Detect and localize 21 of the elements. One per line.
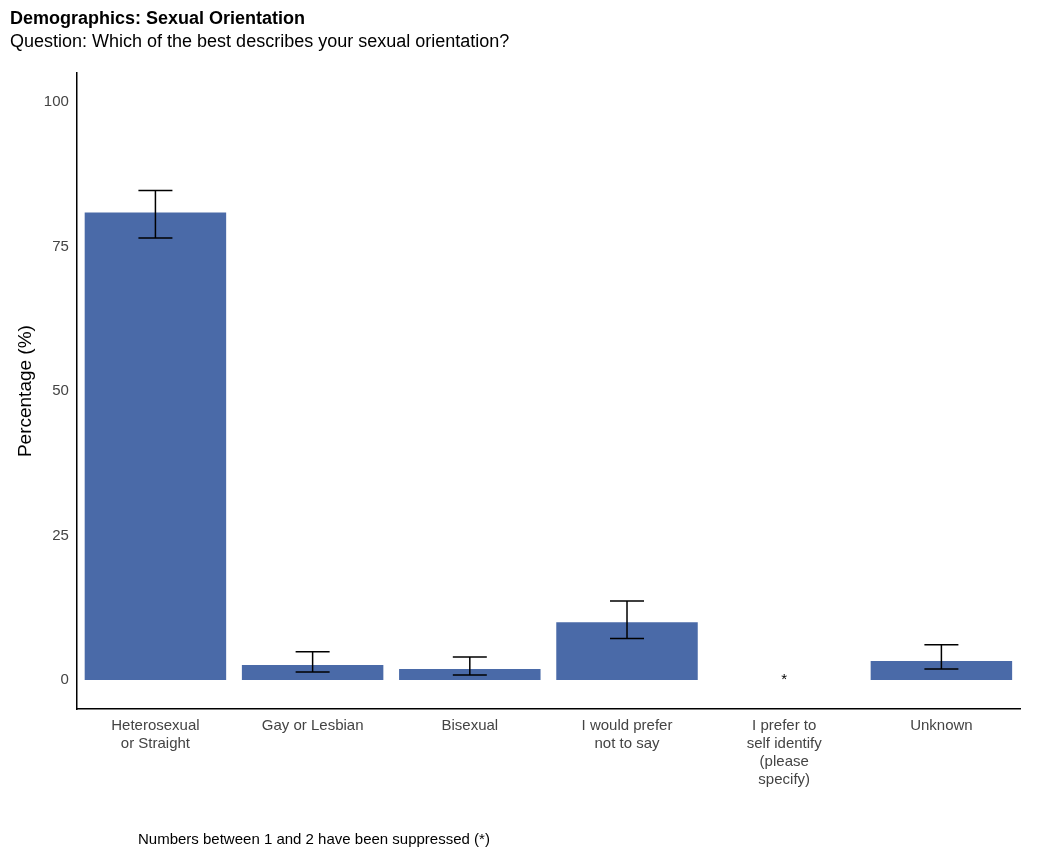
- bar: [870, 661, 1013, 681]
- bar: [84, 212, 227, 681]
- y-tick-label: 100: [43, 92, 69, 110]
- x-tick-label: Heterosexual or Straight: [111, 716, 200, 752]
- chart-title: Demographics: Sexual Orientation: [10, 7, 306, 28]
- y-tick-label: 0: [60, 670, 69, 688]
- x-tick-label: Bisexual: [441, 716, 499, 734]
- chart-subtitle: Question: Which of the best describes your sexual orientation?: [10, 31, 510, 52]
- x-tick-label: I would prefer not to say: [581, 716, 673, 752]
- y-axis-title: Percentage (%): [13, 325, 35, 458]
- y-tick-label: 25: [52, 525, 69, 543]
- bar: [399, 669, 541, 681]
- bar: [556, 622, 698, 681]
- x-tick-label: I prefer to self identify (please specify): [746, 716, 823, 788]
- y-tick-label: 50: [52, 381, 69, 399]
- text: Numbers between 1 and 2 have been suppressed (*): [138, 830, 490, 848]
- text: *: [781, 670, 788, 688]
- y-tick-label: 75: [52, 236, 69, 254]
- x-tick-label: Gay or Lesbian: [261, 716, 364, 734]
- bar: [241, 665, 384, 681]
- x-tick-label: Unknown: [910, 716, 973, 734]
